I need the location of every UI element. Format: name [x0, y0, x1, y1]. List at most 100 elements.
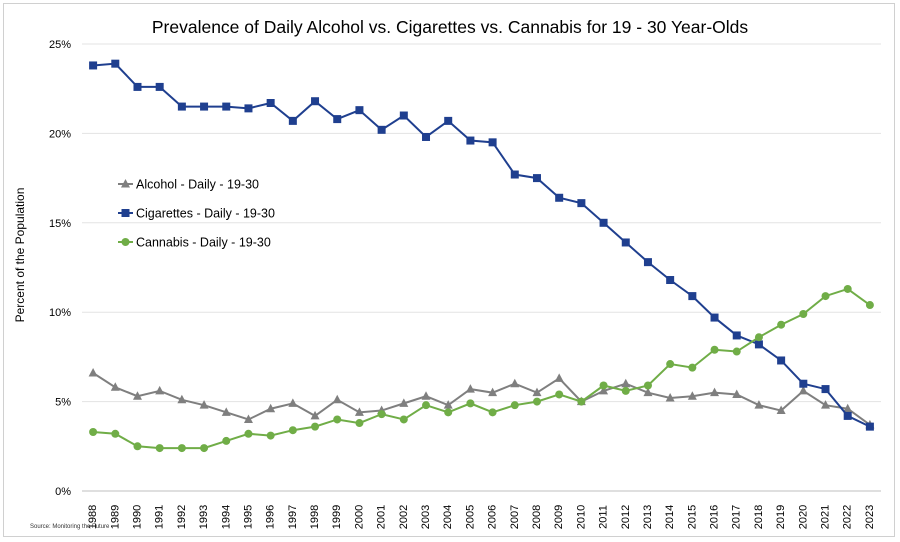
data-point	[332, 394, 342, 404]
series-circle	[89, 284, 874, 453]
x-tick-label: 1995	[242, 505, 254, 529]
data-point	[510, 401, 519, 410]
data-point	[177, 102, 186, 111]
x-tick-label: 2009	[553, 505, 565, 529]
data-point	[288, 426, 297, 435]
data-point	[577, 397, 586, 406]
data-point	[311, 422, 320, 431]
data-point	[244, 429, 253, 438]
x-tick-label: 1993	[198, 505, 210, 529]
data-point	[177, 444, 186, 453]
x-tick-label: 2006	[487, 505, 499, 529]
data-point	[177, 394, 187, 404]
data-point	[688, 363, 697, 372]
data-point	[799, 309, 808, 318]
data-point	[688, 292, 697, 301]
data-point	[422, 132, 431, 141]
data-point	[821, 292, 830, 301]
data-point	[311, 97, 320, 106]
source-note: Source: Monitoring the Future	[30, 524, 110, 530]
data-point	[621, 386, 630, 395]
data-point	[710, 387, 720, 397]
y-tick-label: 20%	[49, 128, 71, 140]
legend-label: Alcohol - Daily - 19-30	[136, 178, 259, 192]
x-tick-label: 2015	[686, 505, 698, 529]
data-point	[89, 427, 98, 436]
data-point	[422, 401, 431, 410]
data-point	[599, 218, 608, 227]
data-point	[266, 403, 276, 413]
data-point	[266, 99, 275, 108]
data-point	[799, 379, 808, 388]
data-point	[155, 385, 165, 395]
legend-marker	[121, 179, 130, 188]
data-point	[443, 400, 453, 409]
data-point	[488, 408, 497, 417]
data-point	[465, 384, 475, 393]
data-point	[732, 331, 741, 340]
x-tick-label: 1991	[154, 505, 166, 529]
data-point	[555, 390, 564, 399]
y-tick-label: 10%	[49, 307, 71, 319]
data-point	[288, 398, 298, 407]
data-point	[199, 400, 209, 409]
x-tick-label: 1988	[87, 505, 99, 529]
x-tick-label: 1999	[331, 505, 343, 529]
x-tick-label: 1997	[287, 505, 299, 529]
data-point	[865, 301, 874, 310]
data-point	[687, 391, 697, 400]
data-point	[310, 410, 320, 420]
y-axis-label: Percent of the Population	[13, 188, 27, 323]
x-tick-label: 2014	[664, 505, 676, 529]
x-tick-label: 2008	[531, 505, 543, 529]
data-point	[643, 258, 652, 267]
series-line	[92, 372, 871, 426]
data-point	[821, 385, 830, 394]
legend-item: Cannabis - Daily - 19-30	[118, 236, 271, 250]
y-tick-label: 5%	[55, 397, 71, 409]
data-point	[377, 125, 386, 134]
data-point	[732, 347, 741, 356]
legend-item: Alcohol - Daily - 19-30	[118, 178, 259, 192]
data-point	[555, 193, 564, 202]
data-point	[532, 174, 541, 183]
data-point	[222, 102, 231, 111]
data-point	[444, 116, 453, 125]
data-point	[88, 367, 98, 377]
data-point	[110, 382, 120, 391]
y-tick-label: 25%	[49, 39, 71, 51]
series-triangle	[88, 367, 875, 429]
series-lines	[88, 59, 875, 453]
x-tick-label: 2007	[509, 505, 521, 529]
data-point	[666, 276, 675, 285]
data-point	[777, 320, 786, 329]
data-point	[333, 115, 342, 124]
legend: Alcohol - Daily - 19-30 Cigarettes - Dail…	[118, 178, 275, 250]
data-point	[754, 400, 764, 409]
data-point	[843, 411, 852, 420]
x-tick-label: 2005	[464, 505, 476, 529]
data-point	[554, 373, 564, 382]
x-tick-label: 2017	[731, 505, 743, 529]
gridlines	[82, 43, 881, 492]
data-point	[354, 407, 364, 416]
x-tick-label: 1992	[176, 505, 188, 529]
x-tick-label: 1994	[220, 505, 232, 529]
x-tick-label: 1990	[131, 505, 143, 529]
x-tick-label: 2002	[398, 505, 410, 529]
x-tick-label: 2001	[376, 505, 388, 529]
data-point	[89, 61, 98, 70]
data-point	[355, 419, 364, 428]
data-point	[776, 405, 786, 415]
data-point	[399, 111, 408, 120]
series-square	[89, 59, 874, 431]
data-point	[399, 415, 408, 424]
data-point	[643, 381, 652, 390]
data-point	[666, 360, 675, 369]
data-point	[243, 414, 253, 423]
x-tick-label: 1998	[309, 505, 321, 529]
data-point	[865, 422, 874, 431]
data-point	[532, 397, 541, 406]
series-line	[93, 287, 871, 450]
